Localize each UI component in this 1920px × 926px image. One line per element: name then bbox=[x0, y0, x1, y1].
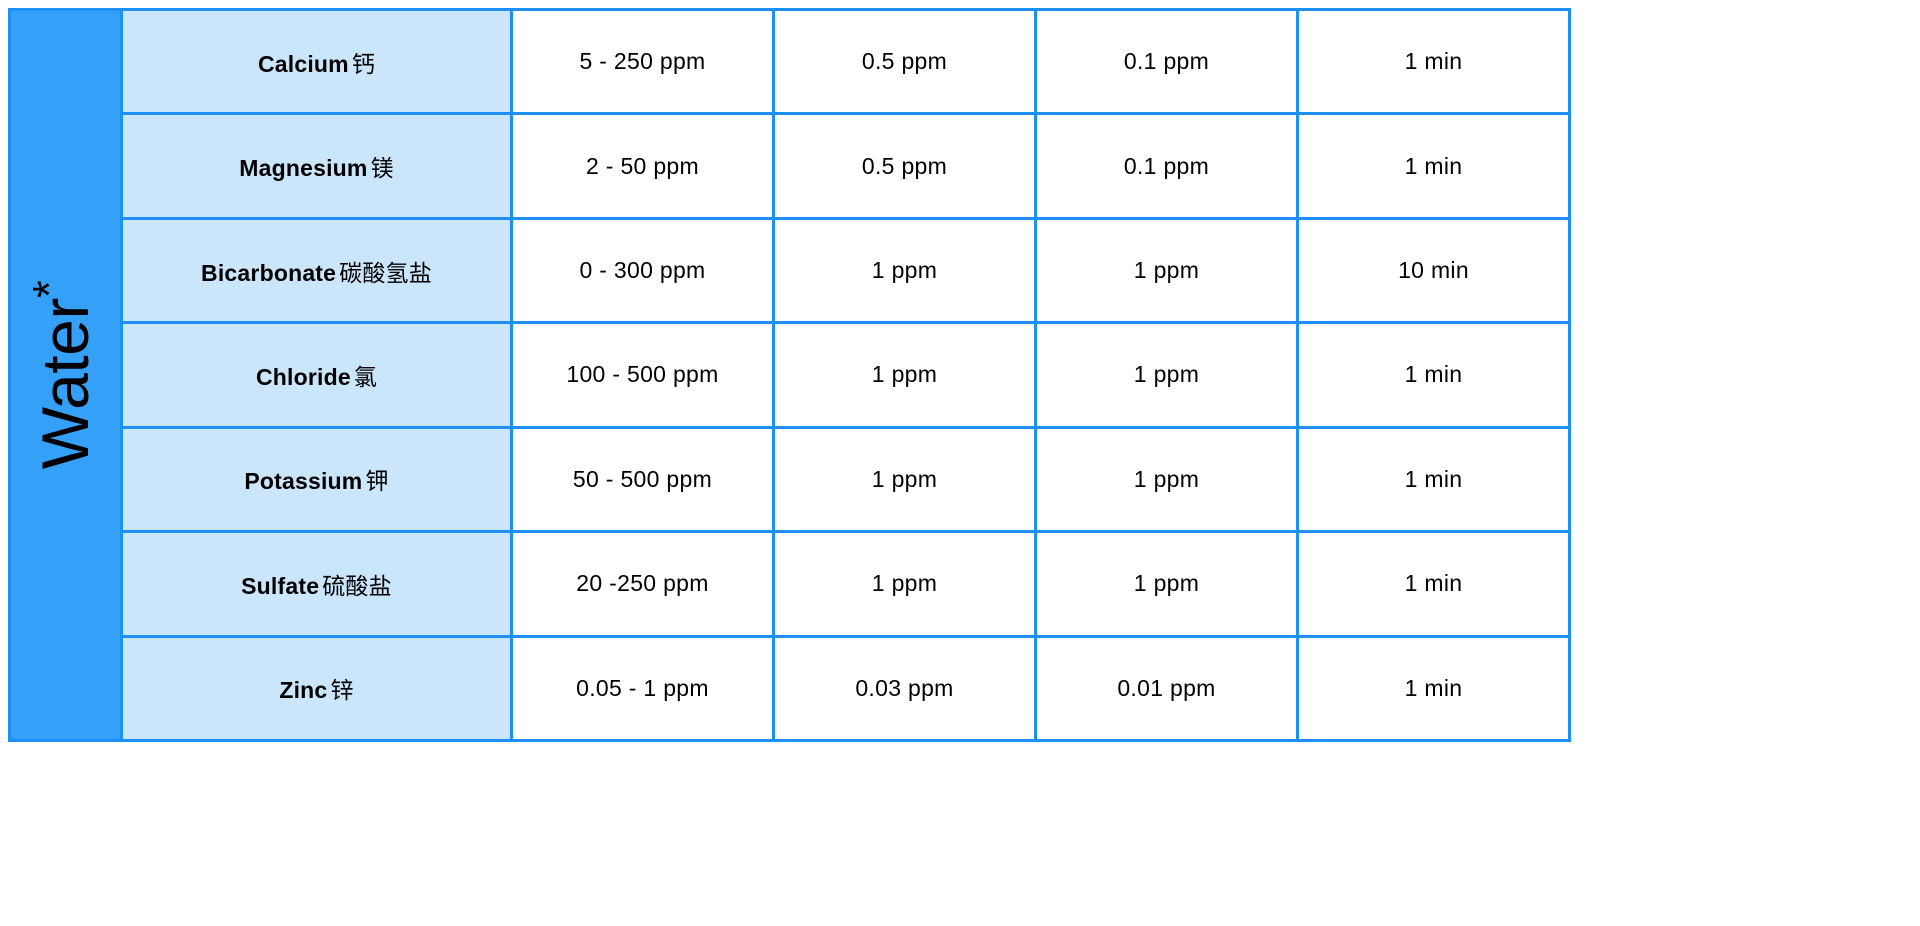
analyte-resolution-cell: 0.5 ppm bbox=[772, 112, 1037, 220]
analyte-range-cell: 2 - 50 ppm bbox=[510, 112, 775, 220]
analyte-name-en: Calcium bbox=[257, 50, 349, 77]
analyte-name-en: Sulfate bbox=[241, 572, 320, 599]
table-row: Potassium 钾 50 - 500 ppm 1 ppm 1 ppm 1 mi… bbox=[10, 425, 1571, 534]
analyte-name-zh: 钾 bbox=[365, 469, 389, 496]
water-spec-table-container: Water* Calcium 钙 5 - 250 ppm 0.5 ppm 0.1 … bbox=[8, 7, 1571, 743]
analyte-name-zh: 镁 bbox=[370, 156, 394, 183]
analyte-range-cell: 5 - 250 ppm bbox=[510, 7, 775, 116]
water-spec-table: Water* Calcium 钙 5 - 250 ppm 0.5 ppm 0.1 … bbox=[8, 7, 1571, 743]
analyte-name-zh: 钙 bbox=[351, 51, 376, 78]
analyte-time-cell: 1 min bbox=[1296, 425, 1571, 534]
analyte-range-cell: 100 - 500 ppm bbox=[510, 321, 775, 429]
analyte-time-cell: 10 min bbox=[1296, 216, 1571, 325]
analyte-name-cell: Sulfate 硫酸盐 bbox=[120, 530, 513, 638]
analyte-detection-limit-cell: 0.1 ppm bbox=[1034, 112, 1299, 220]
analyte-name-en: Bicarbonate bbox=[201, 259, 337, 286]
table-row: Magnesium 镁 2 - 50 ppm 0.5 ppm 0.1 ppm 1 … bbox=[10, 112, 1571, 220]
analyte-resolution-cell: 1 ppm bbox=[772, 321, 1037, 429]
footnote-marker: * bbox=[23, 280, 76, 299]
table-row: Bicarbonate 碳酸氢盐 0 - 300 ppm 1 ppm 1 ppm … bbox=[10, 216, 1571, 325]
analyte-detection-limit-cell: 0.1 ppm bbox=[1034, 7, 1299, 116]
table-row: Water* Calcium 钙 5 - 250 ppm 0.5 ppm 0.1 … bbox=[8, 7, 1571, 742]
table-row: Zinc 锌 0.05 - 1 ppm 0.03 ppm 0.01 ppm 1 m… bbox=[10, 634, 1571, 743]
analyte-time-cell: 1 min bbox=[1296, 7, 1571, 116]
analyte-name-cell: Magnesium 镁 bbox=[120, 112, 513, 220]
group-header-label: Water* bbox=[24, 281, 103, 469]
analyte-resolution-cell: 1 ppm bbox=[772, 530, 1037, 638]
analyte-name-en: Zinc bbox=[279, 677, 328, 704]
analyte-resolution-cell: 0.03 ppm bbox=[772, 634, 1037, 743]
analyte-name-cell: Bicarbonate 碳酸氢盐 bbox=[120, 216, 513, 325]
analyte-name-zh: 锌 bbox=[330, 678, 354, 705]
analyte-name-cell: Zinc 锌 bbox=[120, 634, 513, 743]
analyte-range-cell: 20 -250 ppm bbox=[510, 530, 775, 638]
table-row: Sulfate 硫酸盐 20 -250 ppm 1 ppm 1 ppm 1 min bbox=[10, 530, 1571, 638]
analyte-detection-limit-cell: 1 ppm bbox=[1034, 216, 1299, 325]
analyte-resolution-cell: 1 ppm bbox=[772, 425, 1037, 534]
analyte-name-en: Magnesium bbox=[239, 155, 368, 182]
analyte-detection-limit-cell: 1 ppm bbox=[1034, 321, 1299, 429]
analyte-name-en: Chloride bbox=[255, 363, 351, 390]
analyte-name-cell: Potassium 钾 bbox=[120, 425, 513, 534]
analyte-time-cell: 1 min bbox=[1296, 112, 1571, 220]
analyte-detection-limit-cell: 1 ppm bbox=[1034, 425, 1299, 534]
analyte-range-cell: 0.05 - 1 ppm bbox=[510, 634, 775, 743]
group-header-text: Water bbox=[28, 298, 103, 470]
analyte-range-cell: 0 - 300 ppm bbox=[510, 216, 775, 325]
analyte-time-cell: 1 min bbox=[1296, 634, 1571, 743]
analyte-name-cell: Chloride 氯 bbox=[120, 321, 513, 429]
analyte-name-zh: 硫酸盐 bbox=[322, 573, 392, 600]
group-header-inner: Water* bbox=[11, 11, 120, 739]
analyte-detection-limit-cell: 0.01 ppm bbox=[1034, 634, 1299, 743]
analyte-detection-limit-cell: 1 ppm bbox=[1034, 530, 1299, 638]
analyte-name-en: Potassium bbox=[244, 468, 363, 495]
analyte-resolution-cell: 1 ppm bbox=[772, 216, 1037, 325]
analyte-time-cell: 1 min bbox=[1296, 321, 1571, 429]
analyte-name-zh: 碳酸氢盐 bbox=[339, 260, 432, 287]
analyte-name-cell: Calcium 钙 bbox=[120, 7, 513, 116]
analyte-resolution-cell: 0.5 ppm bbox=[772, 7, 1037, 116]
table-row: Chloride 氯 100 - 500 ppm 1 ppm 1 ppm 1 mi… bbox=[10, 321, 1571, 429]
group-header-water: Water* bbox=[8, 8, 123, 742]
analyte-range-cell: 50 - 500 ppm bbox=[510, 425, 775, 534]
analyte-name-zh: 氯 bbox=[353, 364, 378, 391]
analyte-time-cell: 1 min bbox=[1296, 530, 1571, 638]
